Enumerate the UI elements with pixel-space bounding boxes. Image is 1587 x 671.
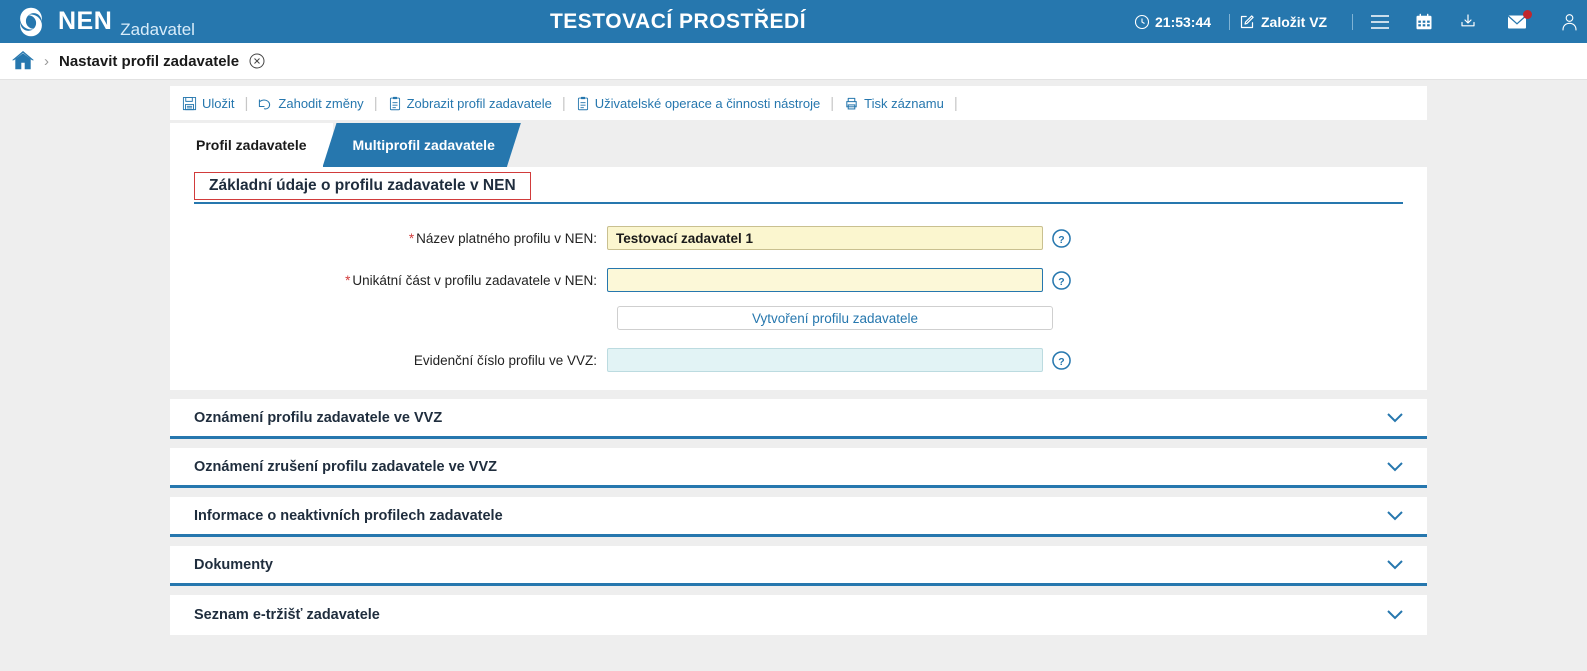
svg-text:?: ? xyxy=(1058,276,1064,287)
svg-text:?: ? xyxy=(1058,356,1064,367)
svg-text:?: ? xyxy=(1058,234,1064,245)
